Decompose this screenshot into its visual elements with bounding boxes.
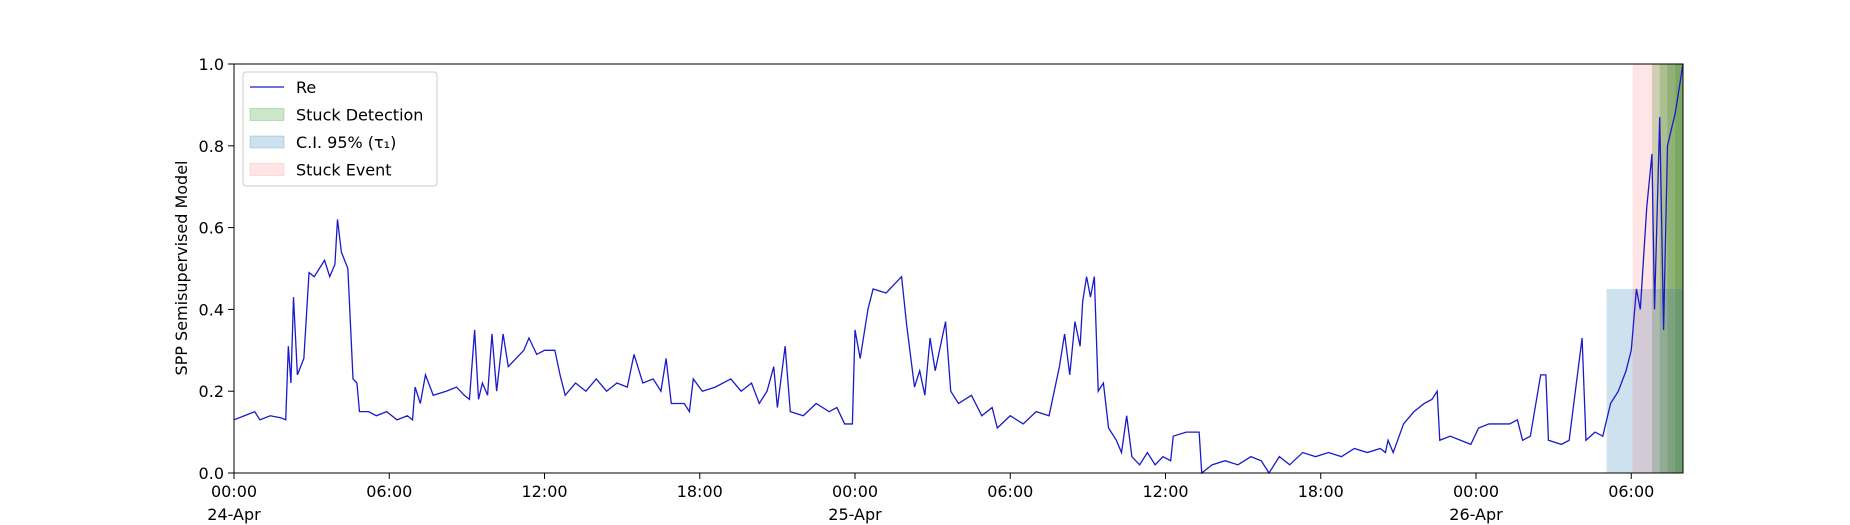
legend-label: Re: [296, 78, 316, 97]
y-tick-label: 0.4: [199, 300, 224, 319]
legend-swatch: [249, 135, 285, 149]
legend-label: Stuck Event: [296, 161, 392, 180]
y-tick-label: 0.6: [199, 219, 224, 238]
x-tick-label: 06:00: [366, 482, 412, 501]
x-tick-label: 06:00: [987, 482, 1033, 501]
span: [1659, 64, 1683, 473]
y-tick-label: 0.2: [199, 382, 224, 401]
x-tick-label: 18:00: [1298, 482, 1344, 501]
y-axis-label: SPP Semisupervised Model: [172, 161, 191, 376]
legend-label: C.I. 95% (τ₁): [296, 133, 396, 152]
x-tick-label: 00:00 25-Apr: [828, 482, 882, 524]
span: [1675, 64, 1683, 473]
span: [1667, 64, 1683, 473]
plot-frame: [233, 63, 1684, 474]
x-tick-label: 06:00: [1608, 482, 1654, 501]
y-tick-label: 0.0: [199, 464, 224, 483]
legend-box: [242, 71, 438, 187]
data-line: [233, 63, 1684, 475]
x-tick-label: 00:00 26-Apr: [1449, 482, 1503, 524]
legend-swatch: [249, 163, 285, 176]
y-tick-label: 0.8: [199, 137, 224, 156]
x-tick-label: 12:00: [1142, 482, 1188, 501]
legend-label: Stuck Detection: [296, 106, 423, 125]
x-tick-label: 12:00: [521, 482, 567, 501]
span: [1651, 64, 1683, 473]
span: [1606, 288, 1683, 473]
span: [1632, 64, 1683, 473]
y-tick-label: 1.0: [199, 55, 224, 74]
legend-swatch: [249, 108, 285, 121]
legend: Re Stuck Detection C.I. 95% (τ₁) Stuck Even…: [242, 71, 438, 187]
x-tick-label: 18:00: [677, 482, 723, 501]
